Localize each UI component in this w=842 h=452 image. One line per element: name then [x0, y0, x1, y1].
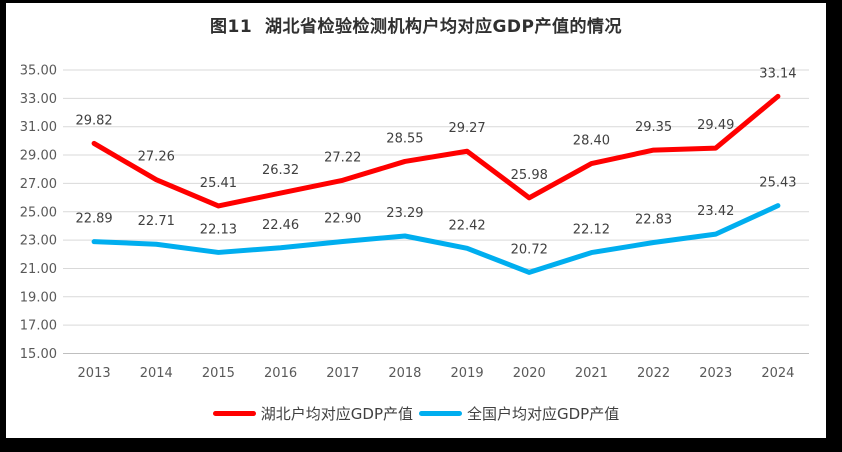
y-axis-tick-label: 19.00 [20, 290, 57, 305]
x-axis-tick-label: 2022 [637, 366, 670, 381]
x-axis-tick-label: 2013 [78, 366, 111, 381]
legend: 湖北户均对应GDP产值 全国户均对应GDP产值 [6, 403, 826, 424]
data-label-series-0: 29.49 [697, 118, 734, 133]
legend-line-sample-blue [419, 411, 462, 416]
x-axis-tick-label: 2023 [699, 366, 732, 381]
data-label-series-1: 22.71 [138, 214, 175, 229]
chart-title: 图11 湖北省检验检测机构户均对应GDP产值的情况 [209, 17, 623, 37]
data-label-series-0: 25.41 [200, 176, 237, 191]
y-axis-tick-label: 25.00 [20, 205, 57, 220]
data-label-series-1: 23.42 [697, 204, 734, 219]
x-axis-tick-label: 2020 [513, 366, 546, 381]
data-label-series-1: 25.43 [759, 176, 796, 191]
x-axis-tick-label: 2024 [761, 366, 794, 381]
x-axis-tick-label: 2018 [388, 366, 421, 381]
data-label-series-1: 22.46 [262, 218, 299, 233]
x-axis-tick-label: 2019 [451, 366, 484, 381]
legend-label-hubei: 湖北户均对应GDP产值 [260, 405, 413, 423]
data-label-series-0: 26.32 [262, 163, 299, 178]
legend-line-sample-red [212, 411, 256, 416]
data-label-series-1: 22.42 [448, 218, 485, 233]
y-axis-tick-label: 17.00 [20, 319, 57, 334]
data-label-series-0: 29.27 [448, 121, 485, 136]
x-axis-tick-label: 2016 [264, 366, 297, 381]
data-label-series-1: 20.72 [511, 242, 548, 257]
data-label-series-0: 28.40 [573, 134, 610, 149]
x-axis-tick-label: 2015 [202, 366, 235, 381]
data-label-series-1: 22.13 [200, 222, 237, 237]
data-label-series-0: 33.14 [759, 66, 796, 81]
legend-label-national: 全国户均对应GDP产值 [467, 405, 620, 423]
data-label-series-1: 22.12 [573, 223, 610, 238]
data-label-series-1: 22.83 [635, 213, 672, 228]
y-axis-tick-label: 15.00 [20, 347, 57, 362]
data-label-series-0: 27.26 [138, 150, 175, 165]
y-axis-tick-label: 21.00 [20, 262, 57, 277]
y-axis-tick-label: 31.00 [20, 120, 57, 135]
data-label-series-0: 29.82 [75, 113, 112, 128]
series-line-0 [91, 93, 781, 209]
y-axis-tick-label: 33.00 [20, 92, 57, 107]
series-line-1 [91, 203, 781, 275]
line-chart: 35.00 33.00 31.00 29.00 27.00 25.00 23.00 21.00… [20, 64, 809, 381]
legend-item-national: 全国户均对应GDP产值 [419, 403, 619, 424]
y-axis-tick-label: 23.00 [20, 234, 57, 249]
data-label-series-0: 28.55 [386, 131, 423, 146]
data-label-series-1: 22.90 [324, 212, 361, 227]
x-axis-tick-label: 2014 [140, 366, 173, 381]
x-axis-tick-label: 2021 [575, 366, 608, 381]
chart-area: 图11 湖北省检验检测机构户均对应GDP产值的情况 35.00 33.00 31.0… [6, 3, 826, 438]
data-label-series-0: 29.35 [635, 120, 672, 135]
legend-item-hubei: 湖北户均对应GDP产值 [212, 403, 413, 424]
x-axis-tick-label: 2017 [326, 366, 359, 381]
y-axis-tick-label: 29.00 [20, 149, 57, 164]
y-axis-tick-label: 27.00 [20, 177, 57, 192]
data-label-series-1: 22.89 [75, 212, 112, 227]
y-axis-tick-label: 35.00 [20, 64, 57, 79]
data-label-series-0: 25.98 [511, 168, 548, 183]
data-label-series-0: 27.22 [324, 150, 361, 165]
data-label-series-1: 23.29 [386, 206, 423, 221]
